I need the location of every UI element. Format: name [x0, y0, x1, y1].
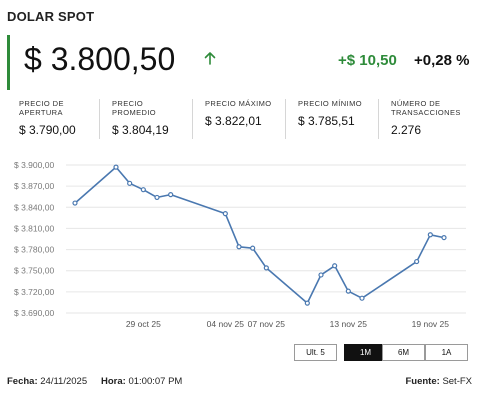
price-change-percent: +0,28 %: [414, 52, 470, 69]
price-line-chart[interactable]: $ 3.900,00 $ 3.870,00 $ 3.840,00 $ 3.810,00…: [0, 148, 480, 334]
data-point: [168, 191, 174, 198]
stat-transacciones: NÚMERO DE TRANSACCIONES 2.276: [378, 99, 478, 139]
stat-value: $ 3.785,51: [298, 114, 355, 128]
data-point: [250, 245, 256, 251]
footer-date: Fecha: 24/11/2025: [7, 376, 87, 387]
data-point: [127, 180, 133, 186]
range-button-1m[interactable]: 1M: [344, 344, 387, 361]
footer-source-value: Set-FX: [442, 376, 472, 387]
footer-time-value: 01:00:07 PM: [128, 376, 183, 387]
stat-label: PRECIO DE: [19, 99, 64, 108]
footer-date-value: 24/11/2025: [40, 376, 88, 387]
current-price: $ 3.800,50: [24, 41, 176, 77]
footer: Fecha: 24/11/2025 Hora: 01:00:07 PM Fuen…: [0, 376, 480, 390]
range-button-1a[interactable]: 1A: [425, 344, 468, 361]
data-point: [236, 244, 242, 250]
y-tick-label: $ 3.720,00: [14, 287, 54, 297]
x-tick-label: 19 nov 25: [412, 319, 450, 329]
stat-maximo: PRECIO MÁXIMO $ 3.822,01: [192, 99, 285, 139]
data-point: [414, 258, 420, 265]
price-panel: $ 3.800,50 +$ 10,50 +0,28 %: [7, 35, 473, 90]
data-point: [441, 234, 447, 241]
stat-minimo: PRECIO MÍNIMO $ 3.785,51: [285, 99, 378, 139]
data-point: [427, 232, 433, 238]
stat-value: $ 3.790,00: [19, 123, 76, 137]
y-tick-label: $ 3.810,00: [14, 223, 54, 233]
data-point: [263, 265, 269, 271]
data-point: [332, 263, 338, 269]
y-tick-label: $ 3.690,00: [14, 308, 54, 318]
stat-promedio: PRECIO PROMEDIO $ 3.804,19: [99, 99, 192, 139]
data-point: [222, 211, 228, 217]
stat-value: 2.276: [391, 123, 422, 137]
stat-label: NÚMERO DE: [391, 99, 441, 108]
y-tick-label: $ 3.900,00: [14, 160, 54, 170]
stat-value: $ 3.822,01: [205, 114, 262, 128]
data-point: [113, 164, 119, 170]
stat-label: APERTURA: [19, 108, 63, 117]
y-tick-label: $ 3.750,00: [14, 266, 54, 276]
footer-source: Fuente: Set-FX: [405, 376, 472, 387]
data-point: [140, 187, 146, 193]
x-tick-label: 04 nov 25: [207, 319, 245, 329]
price-change-absolute: +$ 10,50: [338, 52, 397, 69]
data-point: [154, 194, 160, 201]
stat-label: PROMEDIO: [112, 108, 157, 117]
y-tick-label: $ 3.840,00: [14, 202, 54, 212]
range-button-ult5[interactable]: Ult. 5: [294, 344, 337, 361]
data-point: [359, 295, 365, 301]
data-point: [72, 200, 78, 206]
x-tick-label: 29 oct 25: [126, 319, 161, 329]
y-tick-label: $ 3.870,00: [14, 181, 54, 191]
stat-apertura: PRECIO DE APERTURA $ 3.790,00: [3, 99, 99, 139]
stat-label: PRECIO: [112, 99, 144, 108]
x-tick-label: 07 nov 25: [248, 319, 286, 329]
price-series-line: [74, 166, 445, 304]
data-point: [345, 288, 351, 294]
range-button-6m[interactable]: 6M: [382, 344, 425, 361]
y-tick-label: $ 3.780,00: [14, 245, 54, 255]
stat-value: $ 3.804,19: [112, 123, 169, 137]
range-selector: Ult. 5 1M 6M 1A: [0, 344, 480, 362]
stat-label: PRECIO MÁXIMO: [205, 99, 272, 108]
footer-date-label: Fecha:: [7, 376, 38, 387]
data-point: [304, 300, 310, 306]
footer-time: Hora: 01:00:07 PM: [101, 376, 182, 387]
stat-label: TRANSACCIONES: [391, 108, 461, 117]
footer-time-label: Hora:: [101, 376, 126, 387]
stats-row: PRECIO DE APERTURA $ 3.790,00 PRECIO PRO…: [0, 99, 480, 139]
page-title: DOLAR SPOT: [7, 9, 95, 24]
arrow-up-icon: [204, 52, 216, 65]
stat-label: PRECIO MÍNIMO: [298, 99, 362, 108]
x-tick-label: 13 nov 25: [330, 319, 368, 329]
data-point: [318, 272, 324, 278]
footer-source-label: Fuente:: [405, 376, 440, 387]
